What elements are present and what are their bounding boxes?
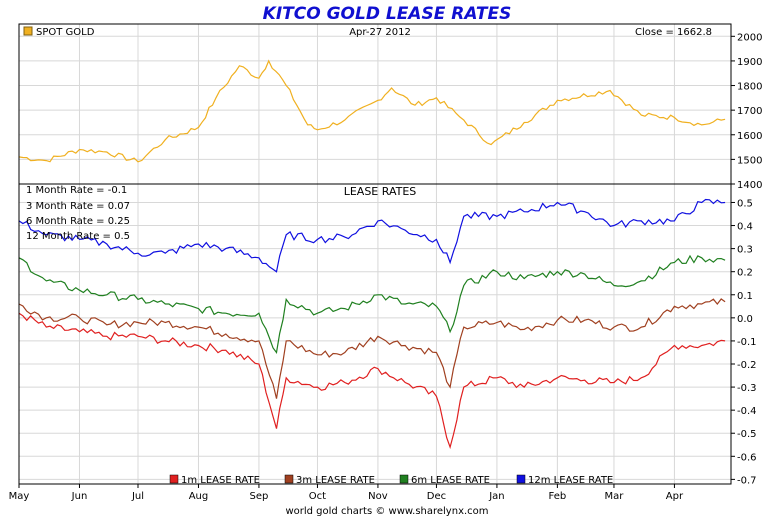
bottom-y-tick-label: 0.0 — [737, 314, 753, 325]
spot-gold-legend-swatch — [23, 26, 33, 36]
bottom-panel-frame — [18, 183, 732, 485]
bottom-y-tick-label: -0.6 — [737, 452, 757, 463]
x-tick-label: Sep — [250, 491, 269, 502]
bottom-y-tick-label: 0.1 — [737, 291, 753, 302]
top-y-axis: 2000 1900 1800 1700 1600 1500 1400 — [731, 32, 762, 191]
gold-price-plot — [18, 59, 726, 163]
legend-swatch-3m — [284, 474, 294, 484]
bottom-y-tick-label: 0.3 — [737, 245, 753, 256]
spot-gold-legend: SPOT GOLD — [36, 27, 95, 38]
bottom-y-tick-label: 0.4 — [737, 222, 753, 233]
x-tick-label: Aug — [189, 491, 209, 502]
x-tick-label: May — [9, 491, 30, 502]
legend-label-3m: 3m LEASE RATE — [296, 475, 375, 486]
top-y-tick-label: 2000 — [737, 32, 762, 43]
legend-label-6m: 6m LEASE RATE — [411, 475, 490, 486]
x-tick-label: Jun — [71, 491, 88, 502]
bottom-y-tick-label: -0.7 — [737, 475, 757, 486]
bottom-y-tick-label: -0.2 — [737, 360, 757, 371]
x-tick-label: Nov — [368, 491, 388, 502]
top-y-tick-label: 1700 — [737, 106, 762, 117]
bottom-y-tick-label: -0.5 — [737, 429, 757, 440]
bottom-y-tick-label: -0.4 — [737, 406, 757, 417]
lease-legend: 1m LEASE RATE 3m LEASE RATE 6m LEASE RAT… — [169, 474, 613, 486]
spot-gold-line — [18, 59, 726, 163]
lease-rates-plot — [18, 198, 726, 450]
legend-label-1m: 1m LEASE RATE — [181, 475, 260, 486]
legend-label-12m: 12m LEASE RATE — [528, 475, 613, 486]
x-tick-label: Dec — [427, 491, 446, 502]
rate-note-3m: 3 Month Rate = 0.07 — [26, 201, 130, 212]
x-axis: May Jun Jul Aug Sep Oct Nov Dec Jan Feb Mar Apr — [9, 484, 684, 502]
top-y-tick-label: 1400 — [737, 180, 762, 191]
legend-swatch-6m — [399, 474, 409, 484]
rate-note-12m: 12 Month Rate = 0.5 — [26, 231, 130, 242]
grid-lines — [18, 24, 731, 484]
x-tick-label: Jul — [131, 491, 144, 502]
legend-swatch-12m — [516, 474, 526, 484]
legend-swatch-1m — [169, 474, 179, 484]
chart-title: KITCO GOLD LEASE RATES — [263, 4, 512, 24]
bottom-y-tick-label: -0.3 — [737, 383, 757, 394]
rate-note-1m: 1 Month Rate = -0.1 — [26, 185, 127, 196]
top-y-tick-label: 1600 — [737, 131, 762, 142]
footer-credit: world gold charts © www.sharelynx.com — [285, 506, 488, 517]
bottom-y-tick-label: 0.2 — [737, 268, 753, 279]
line-6m — [18, 254, 726, 354]
bottom-y-axis: 0.5 0.4 0.3 0.2 0.1 0.0 -0.1 -0.2 -0.3 -0.4 -0.5 -0… — [731, 198, 757, 486]
bottom-y-tick-label: 0.5 — [737, 198, 753, 209]
line-12m — [18, 198, 726, 273]
x-tick-label: Jan — [488, 491, 504, 502]
date-label: Apr-27 2012 — [349, 27, 411, 38]
top-y-tick-label: 1800 — [737, 82, 762, 93]
line-1m — [18, 312, 726, 450]
top-y-tick-label: 1500 — [737, 155, 762, 166]
close-label: Close = 1662.8 — [635, 27, 712, 38]
bottom-y-tick-label: -0.1 — [737, 337, 757, 348]
x-tick-label: Oct — [309, 491, 326, 502]
lease-rates-subtitle: LEASE RATES — [344, 185, 417, 198]
line-3m — [18, 298, 726, 399]
x-tick-label: Feb — [549, 491, 567, 502]
top-y-tick-label: 1900 — [737, 57, 762, 68]
rate-note-6m: 6 Month Rate = 0.25 — [26, 216, 130, 227]
x-tick-label: Mar — [605, 491, 625, 502]
x-tick-label: Apr — [666, 491, 684, 502]
